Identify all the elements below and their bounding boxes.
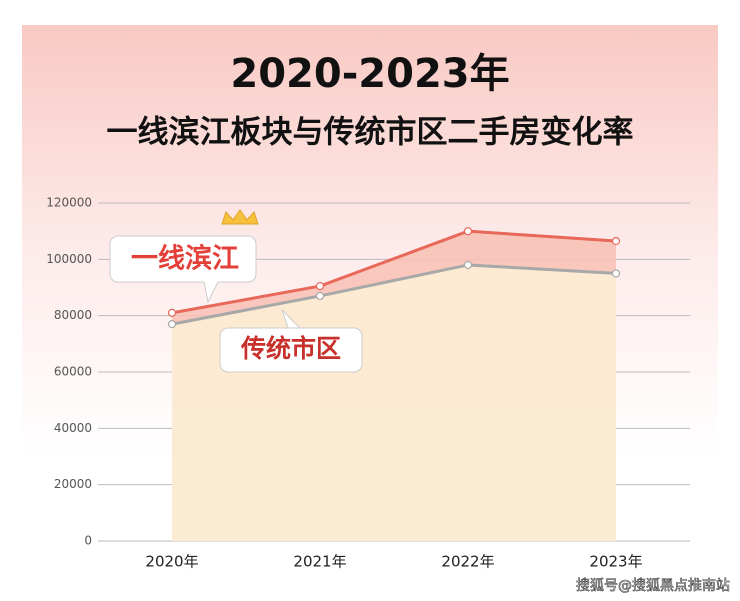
point <box>315 291 325 301</box>
y-tick-label: 120000 <box>46 196 92 210</box>
callout-label: 一线滨江 <box>131 243 239 275</box>
x-tick-label: 2023年 <box>589 553 642 571</box>
chart-title: 2020-2023年 <box>230 51 509 97</box>
y-tick-label: 60000 <box>54 365 92 379</box>
point <box>463 227 473 236</box>
watermark: 搜狐号@搜狐黑点推南站 <box>576 578 730 594</box>
point <box>167 308 177 317</box>
y-tick-label: 0 <box>84 534 92 548</box>
y-tick-label: 20000 <box>54 477 92 491</box>
callout-label: 传统市区 <box>240 334 341 363</box>
point <box>463 260 473 270</box>
line <box>171 229 617 315</box>
line <box>171 263 617 326</box>
y-tick-label: 100000 <box>46 252 92 266</box>
x-tick-label: 2022年 <box>441 553 494 571</box>
point <box>611 269 621 278</box>
point <box>611 236 621 246</box>
y-tick-label: 40000 <box>54 421 92 435</box>
callout-box <box>109 235 257 304</box>
x-tick-label: 2021年 <box>293 553 346 571</box>
callout-box <box>219 309 363 373</box>
crown-icon <box>221 209 259 225</box>
callouts: 一线滨江 传统市区 <box>109 209 363 373</box>
y-tick-label: 80000 <box>54 308 92 322</box>
chart-subtitle: 一线滨江板块与传统市区二手房变化率 <box>107 115 634 151</box>
point <box>315 281 325 291</box>
x-tick-label: 2020年 <box>145 553 198 571</box>
point <box>167 320 177 329</box>
